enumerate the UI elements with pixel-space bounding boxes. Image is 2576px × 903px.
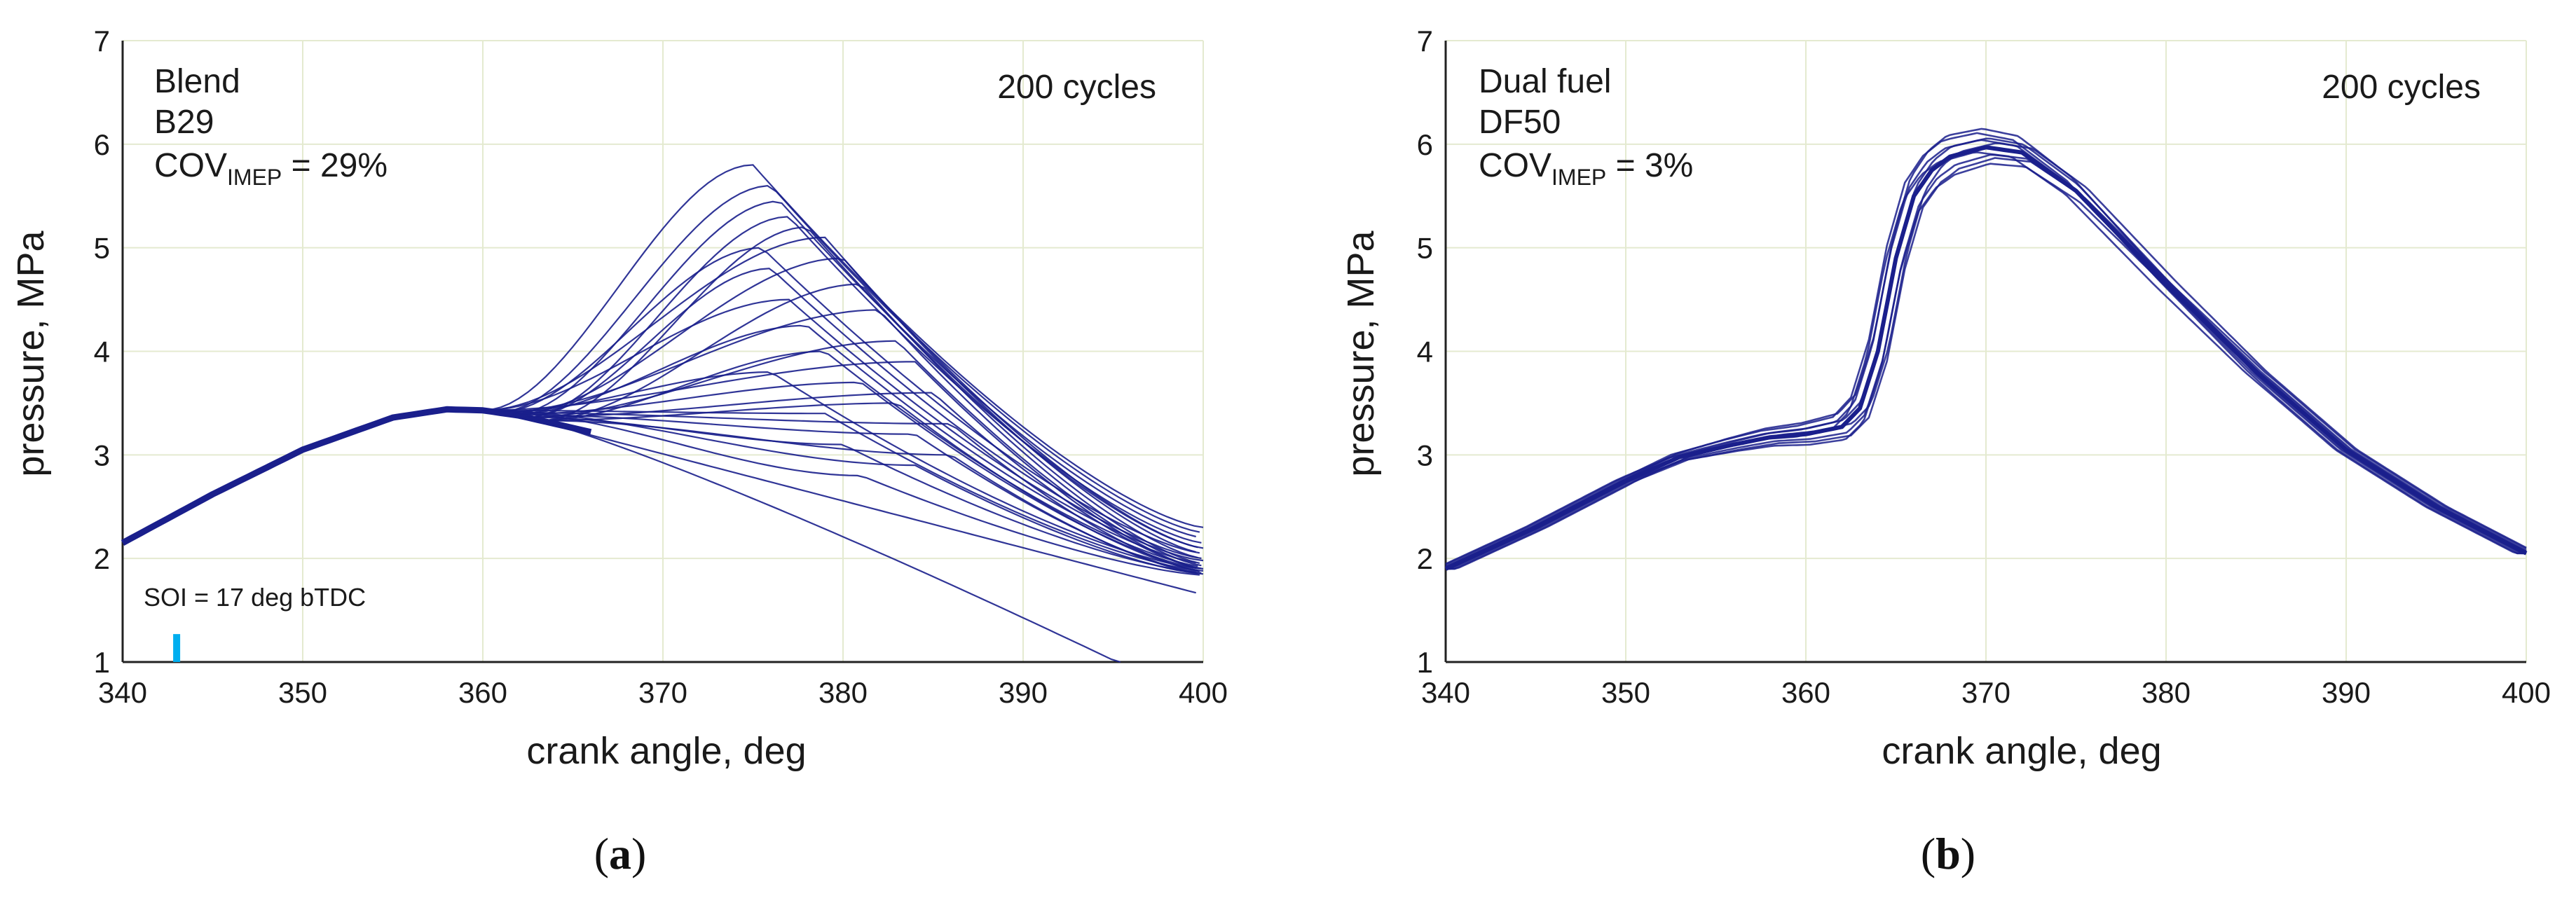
panel-a-cov-prefix: COV	[154, 147, 227, 184]
y-tick-label: 5	[94, 232, 110, 265]
cycle-line	[526, 416, 1121, 663]
panel-a: 340 350 360 370 380 390 400 1 2 3 4 5 6 7 crank angle…	[10, 25, 1228, 878]
cycle-line	[512, 257, 1197, 553]
mean-cycle-line	[1444, 145, 2528, 571]
cycle-line	[526, 216, 1202, 544]
y-tick-label: 1	[94, 646, 110, 679]
y-tick-label: 3	[1417, 439, 1433, 471]
y-tick-label: 3	[94, 439, 110, 471]
panel-b-label: (b)	[1921, 829, 1975, 878]
x-tick-label: 400	[2502, 676, 2551, 709]
cycle-line	[482, 409, 1204, 575]
y-tick-label: 7	[1417, 25, 1433, 57]
x-tick-label: 350	[1601, 676, 1650, 709]
panel-a-ylabel: pressure, MPa	[10, 230, 52, 476]
panel-a-soi-text: SOI = 17 deg bTDC	[144, 583, 366, 612]
cycle-line	[512, 200, 1196, 538]
cycle-line	[540, 226, 1198, 549]
y-tick-label: 4	[1417, 336, 1433, 368]
cycle-line	[483, 409, 1204, 572]
cycle-line	[497, 184, 1200, 533]
cycle-line	[526, 392, 1202, 570]
panel-a-grid	[122, 40, 1204, 663]
cycle-line	[497, 411, 1200, 576]
x-tick-label: 360	[1781, 676, 1830, 709]
cycle-line	[482, 164, 1204, 528]
panel-b-fuel-text: Dual fuel	[1479, 63, 1611, 100]
panel-a-fuel-text: Blend	[154, 63, 240, 100]
panel-b-cov-sub: IMEP	[1551, 165, 1606, 190]
panel-b-grid	[1445, 40, 2527, 663]
panel-a-cov-text: COVIMEP = 29%	[154, 147, 388, 190]
panel-b-cycles-text: 200 cycles	[2322, 69, 2481, 106]
cycle-line	[540, 283, 1198, 559]
x-tick-label: 380	[2142, 676, 2191, 709]
x-tick-label: 390	[999, 676, 1048, 709]
cycle-line	[497, 411, 1200, 572]
y-tick-label: 4	[94, 336, 110, 368]
cycle-line	[526, 416, 1202, 574]
y-tick-label: 6	[94, 128, 110, 161]
x-tick-label: 370	[1961, 676, 2010, 709]
y-tick-label: 2	[94, 542, 110, 575]
cycle-line	[511, 413, 1196, 594]
panel-b-ylabel: pressure, MPa	[1340, 230, 1382, 476]
panel-a-xlabel: crank angle, deg	[526, 730, 806, 772]
x-tick-label: 380	[818, 676, 868, 709]
cycle-line	[1445, 151, 2526, 565]
panel-a-series	[121, 164, 1204, 663]
x-tick-label: 350	[278, 676, 327, 709]
cycle-line	[540, 402, 1198, 572]
cycle-line	[540, 350, 1198, 567]
panel-a-tick-labels: 340 350 360 370 380 390 400 1 2 3 4 5 6 7	[94, 25, 1228, 709]
panel-b-series	[1444, 127, 2528, 571]
compression-curve	[121, 406, 592, 546]
x-tick-label: 360	[458, 676, 507, 709]
cycle-line	[482, 361, 1204, 570]
panel-b-code-text: DF50	[1479, 104, 1561, 141]
panel-a-label-letter: a	[609, 829, 631, 878]
panel-b-cov-value: = 3%	[1606, 147, 1693, 184]
x-tick-label: 370	[638, 676, 687, 709]
cycle-line	[540, 420, 1198, 574]
y-tick-label: 5	[1417, 232, 1433, 265]
panel-b-label-letter: b	[1936, 829, 1961, 878]
cycle-line	[482, 236, 1204, 549]
panel-b-tick-labels: 340 350 360 370 380 390 400 1 2 3 4 5 6 7	[1417, 25, 2551, 709]
y-tick-label: 6	[1417, 128, 1433, 161]
x-tick-label: 400	[1179, 676, 1228, 709]
y-tick-label: 2	[1417, 542, 1433, 575]
panel-b-cov-text: COVIMEP = 3%	[1479, 147, 1693, 190]
panel-b-xlabel: crank angle, deg	[1882, 730, 2161, 772]
cycle-line	[497, 247, 1200, 554]
x-tick-label: 340	[1421, 676, 1470, 709]
panel-b-frame	[1444, 41, 2526, 663]
y-tick-label: 7	[94, 25, 110, 57]
panel-b-cov-prefix: COV	[1479, 147, 1551, 184]
panel-a-cov-value: = 29%	[282, 147, 388, 184]
x-tick-label: 340	[98, 676, 147, 709]
cycle-line	[526, 340, 1202, 567]
y-tick-label: 1	[1417, 646, 1433, 679]
panel-a-code-text: B29	[154, 104, 214, 141]
panel-a-cov-sub: IMEP	[227, 165, 282, 190]
panel-b: 340 350 360 370 380 390 400 1 2 3 4 5 6 7 crank angle…	[1340, 25, 2551, 878]
cycle-line	[497, 371, 1200, 570]
panel-a-cycles-text: 200 cycles	[997, 69, 1156, 106]
panel-a-frame	[121, 41, 1203, 663]
cycle-line	[526, 268, 1202, 560]
x-tick-label: 390	[2322, 676, 2371, 709]
panel-a-label: (a)	[594, 829, 647, 878]
